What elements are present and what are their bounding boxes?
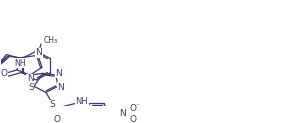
Text: N: N [55,69,62,78]
Text: O: O [129,104,136,113]
Text: NH: NH [76,97,88,106]
Text: N: N [119,109,126,118]
Text: N: N [35,48,42,57]
Text: O: O [129,115,136,123]
Text: N: N [57,83,64,92]
Text: O: O [1,69,8,78]
Text: N: N [27,74,33,83]
Text: ⁻: ⁻ [136,102,140,111]
Text: S: S [28,83,34,92]
Text: S: S [49,100,55,109]
Text: O: O [53,115,60,123]
Text: CH₃: CH₃ [44,36,58,45]
Text: NH: NH [15,59,26,68]
